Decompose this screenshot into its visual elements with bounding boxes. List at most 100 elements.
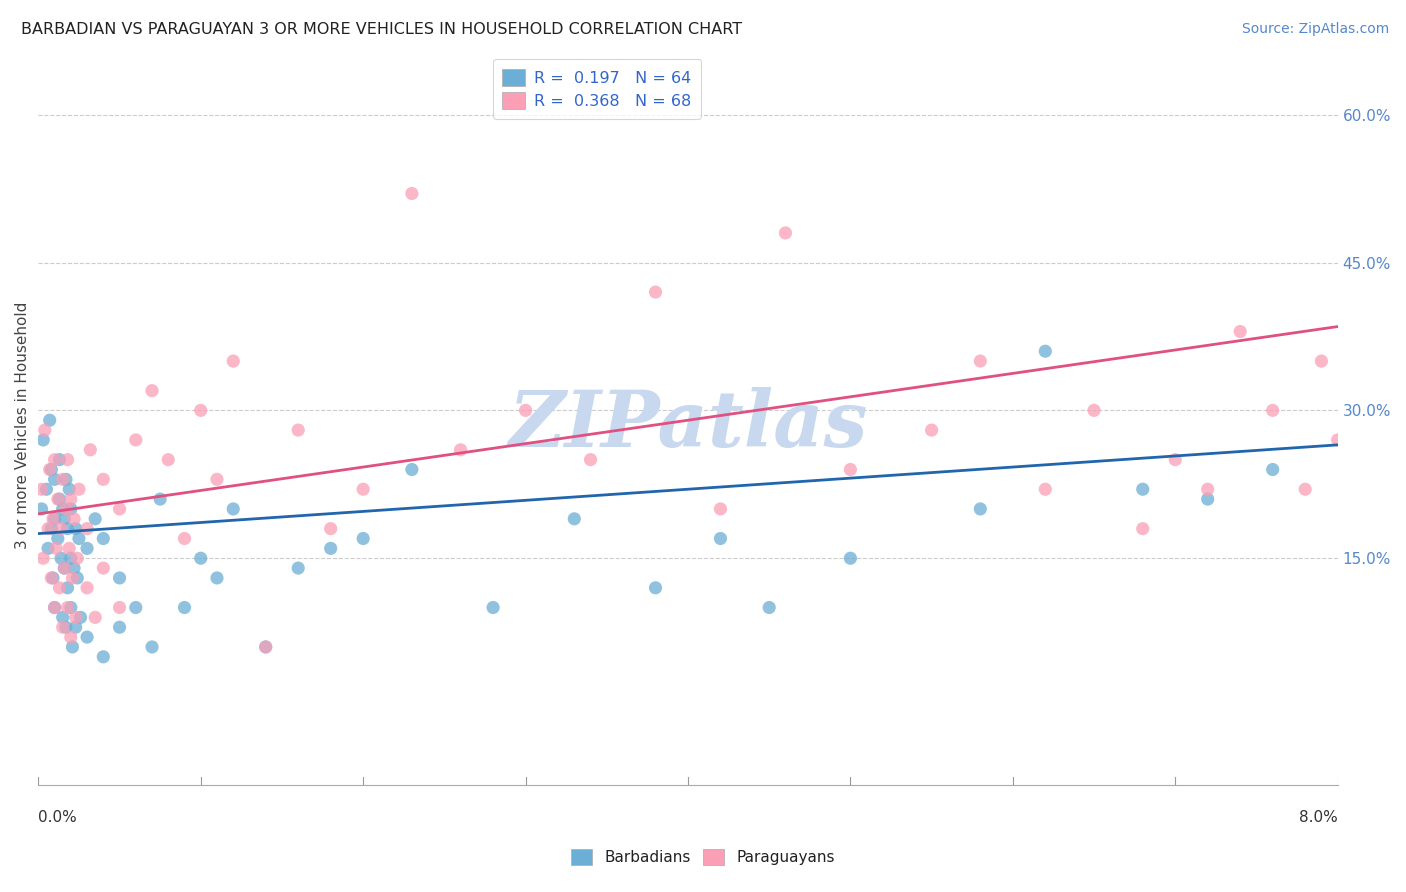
Point <box>49 551 72 566</box>
Point <box>173 532 195 546</box>
Point <box>69 610 91 624</box>
Point <box>173 600 195 615</box>
Point <box>1132 482 1154 496</box>
Point <box>1033 344 1056 359</box>
Point <box>319 541 342 556</box>
Point <box>190 403 212 417</box>
Point <box>44 472 66 486</box>
Point <box>32 433 55 447</box>
Point <box>319 522 342 536</box>
Point <box>1261 462 1284 476</box>
Point <box>37 522 59 536</box>
Point <box>67 482 90 496</box>
Point <box>58 541 80 556</box>
Point <box>352 532 374 546</box>
Point <box>38 462 60 476</box>
Point <box>53 561 76 575</box>
Point <box>644 581 666 595</box>
Point <box>450 442 472 457</box>
Point <box>32 551 55 566</box>
Point <box>108 571 131 585</box>
Point <box>775 226 797 240</box>
Point <box>63 561 86 575</box>
Point <box>44 512 66 526</box>
Point <box>141 384 163 398</box>
Point <box>969 502 991 516</box>
Point <box>1358 285 1381 299</box>
Point <box>91 472 114 486</box>
Text: BARBADIAN VS PARAGUAYAN 3 OR MORE VEHICLES IN HOUSEHOLD CORRELATION CHART: BARBADIAN VS PARAGUAYAN 3 OR MORE VEHICL… <box>21 22 742 37</box>
Point <box>55 472 77 486</box>
Point <box>31 502 53 516</box>
Point <box>53 512 76 526</box>
Point <box>53 561 76 575</box>
Point <box>65 610 87 624</box>
Point <box>352 482 374 496</box>
Point <box>42 571 65 585</box>
Point <box>59 492 82 507</box>
Point <box>157 452 180 467</box>
Point <box>709 532 731 546</box>
Point <box>579 452 602 467</box>
Point <box>65 620 87 634</box>
Point <box>1375 403 1398 417</box>
Point <box>38 413 60 427</box>
Point <box>205 472 228 486</box>
Point <box>56 452 79 467</box>
Point <box>45 541 67 556</box>
Point <box>79 442 101 457</box>
Point <box>31 482 53 496</box>
Point <box>55 620 77 634</box>
Point <box>48 492 70 507</box>
Point <box>52 502 75 516</box>
Point <box>56 600 79 615</box>
Point <box>222 354 245 368</box>
Text: 8.0%: 8.0% <box>1299 810 1337 824</box>
Point <box>149 492 172 507</box>
Point <box>205 571 228 585</box>
Point <box>46 532 69 546</box>
Point <box>52 472 75 486</box>
Point <box>125 600 148 615</box>
Point <box>709 502 731 516</box>
Point <box>62 571 84 585</box>
Point <box>41 522 63 536</box>
Point <box>62 640 84 654</box>
Point <box>969 354 991 368</box>
Point <box>52 610 75 624</box>
Point <box>515 403 537 417</box>
Point <box>34 423 56 437</box>
Point <box>287 423 309 437</box>
Point <box>37 541 59 556</box>
Point <box>76 581 98 595</box>
Point <box>56 581 79 595</box>
Text: Source: ZipAtlas.com: Source: ZipAtlas.com <box>1241 22 1389 37</box>
Point <box>91 649 114 664</box>
Point <box>1197 492 1219 507</box>
Point <box>91 561 114 575</box>
Point <box>190 551 212 566</box>
Point <box>48 581 70 595</box>
Point <box>108 620 131 634</box>
Point <box>44 600 66 615</box>
Text: ZIPatlas: ZIPatlas <box>509 387 868 464</box>
Point <box>76 630 98 644</box>
Point <box>66 571 89 585</box>
Point <box>59 630 82 644</box>
Point <box>1294 482 1316 496</box>
Point <box>401 462 423 476</box>
Point <box>141 640 163 654</box>
Point <box>1083 403 1105 417</box>
Y-axis label: 3 or more Vehicles in Household: 3 or more Vehicles in Household <box>15 301 30 549</box>
Point <box>108 502 131 516</box>
Point <box>1326 433 1348 447</box>
Point <box>839 551 862 566</box>
Point <box>1033 482 1056 496</box>
Point <box>55 502 77 516</box>
Point <box>44 452 66 467</box>
Point <box>42 512 65 526</box>
Point <box>84 512 107 526</box>
Point <box>125 433 148 447</box>
Point <box>482 600 505 615</box>
Point <box>76 541 98 556</box>
